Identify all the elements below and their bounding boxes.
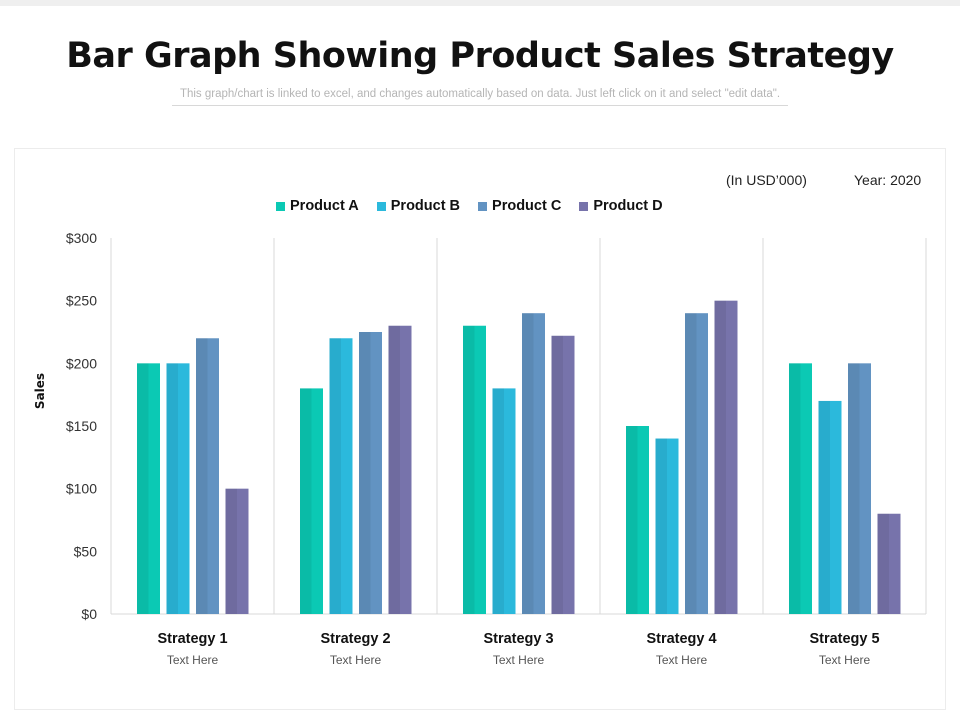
x-category-sublabel: Text Here (493, 653, 545, 667)
legend-label: Product B (390, 198, 461, 214)
y-tick-label: $0 (81, 606, 97, 622)
bar-layer (137, 300, 901, 614)
bar-product-a-strategy-4[interactable] (626, 426, 649, 614)
bar-product-b-strategy-4[interactable] (655, 438, 679, 614)
page-title: Bar Graph Showing Product Sales Strategy (66, 36, 894, 76)
bar-product-c-strategy-1[interactable] (196, 338, 219, 614)
bar-product-b-strategy-2[interactable] (329, 338, 353, 614)
bar-product-b-strategy-3[interactable] (492, 388, 516, 614)
legend-label: Product D (593, 198, 663, 214)
bar-product-a-strategy-2[interactable] (300, 388, 323, 614)
x-category-sublabel: Text Here (656, 653, 708, 667)
bar-product-a-strategy-1[interactable] (137, 363, 160, 614)
bar-product-d-strategy-4[interactable] (714, 300, 738, 614)
legend-item-product-a[interactable]: Product A (276, 198, 359, 214)
units-label: (In USD’000) (726, 172, 807, 188)
subtitle-note: This graph/chart is linked to excel, and… (179, 88, 781, 100)
bar-product-c-strategy-5[interactable] (848, 363, 871, 614)
legend-swatch-product-b (376, 201, 386, 211)
y-tick-label: $100 (66, 481, 97, 497)
bar-product-a-strategy-5[interactable] (789, 363, 812, 614)
bar-product-c-strategy-3[interactable] (522, 313, 545, 614)
x-category-sublabel: Text Here (819, 653, 871, 667)
year-label: Year: 2020 (854, 172, 922, 188)
y-tick-label: $250 (66, 293, 97, 309)
bar-product-a-strategy-3[interactable] (463, 325, 486, 614)
top-strip (0, 0, 960, 6)
y-tick-label: $150 (66, 418, 97, 434)
bar-product-b-strategy-5[interactable] (818, 400, 842, 614)
x-category-label: Strategy 1 (157, 631, 227, 647)
x-category-sublabel: Text Here (167, 653, 219, 667)
bar-product-c-strategy-2[interactable] (359, 332, 382, 614)
bar-product-d-strategy-5[interactable] (877, 513, 901, 614)
chart-legend: Product A Product B Product C Product D (276, 198, 681, 214)
legend-item-product-b[interactable]: Product B (376, 198, 461, 214)
legend-swatch-product-c (478, 201, 488, 211)
x-category-label: Strategy 2 (320, 631, 390, 647)
bar-product-d-strategy-2[interactable] (388, 325, 412, 614)
bar-product-c-strategy-4[interactable] (685, 313, 708, 614)
legend-swatch-product-a (276, 201, 285, 211)
axis-layer: $0 $50 $100 $150 $200 $250 $300 Strategy 1 Text … (66, 230, 880, 667)
bar-product-d-strategy-1[interactable] (225, 488, 249, 614)
legend-label: Product A (290, 198, 359, 214)
x-category-label: Strategy 3 (483, 631, 553, 647)
x-category-sublabel: Text Here (330, 653, 382, 667)
y-tick-label: $300 (66, 230, 97, 246)
y-axis-label: Sales (33, 373, 47, 409)
y-tick-label: $50 (74, 543, 98, 559)
legend-item-product-d[interactable]: Product D (579, 198, 663, 214)
bar-product-b-strategy-1[interactable] (166, 363, 190, 614)
legend-item-product-c[interactable]: Product C (478, 198, 561, 214)
legend-label: Product C (492, 198, 562, 214)
y-tick-label: $200 (66, 355, 97, 371)
legend-swatch-product-d (579, 201, 589, 211)
bar-product-d-strategy-3[interactable] (551, 335, 575, 614)
subtitle-underline (172, 105, 788, 106)
x-category-label: Strategy 5 (809, 631, 879, 647)
x-category-label: Strategy 4 (646, 631, 716, 647)
